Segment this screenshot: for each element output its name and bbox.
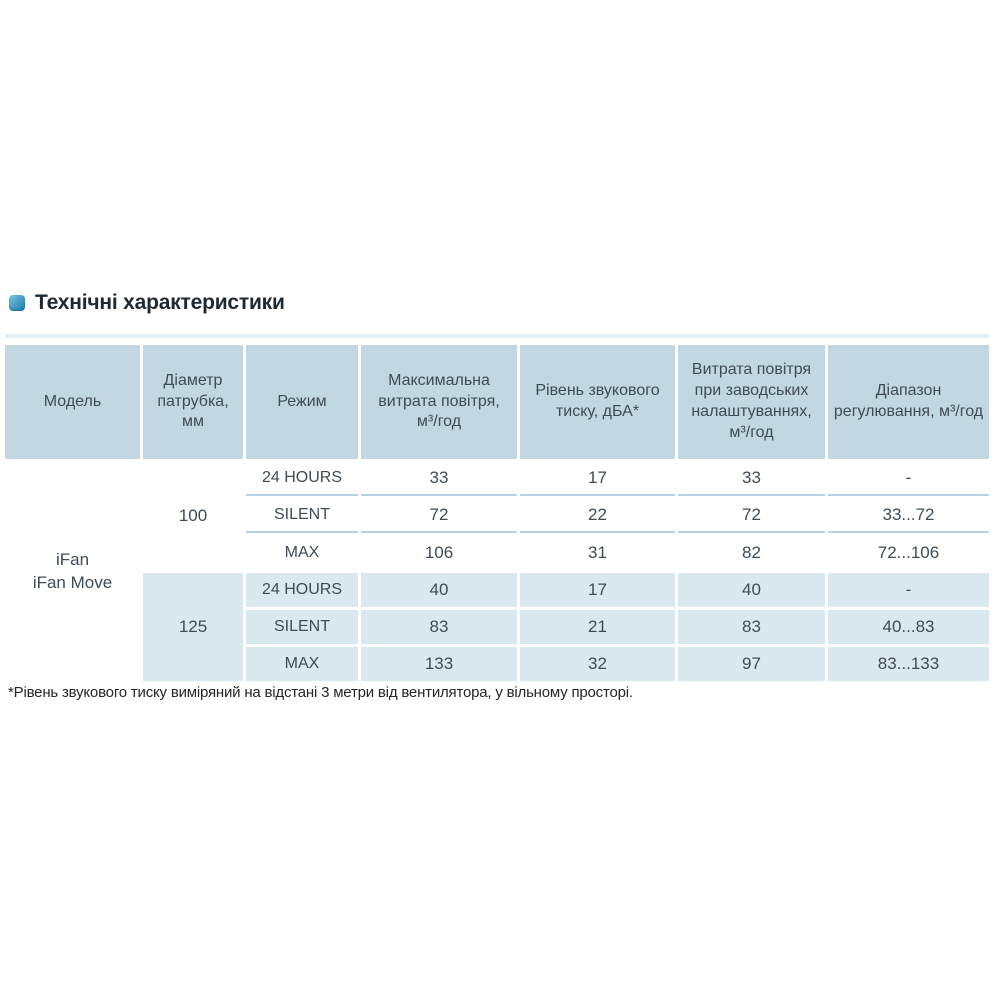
cell-max-airflow: 40 (361, 573, 517, 607)
header-cell-factory-airflow: Витрата повітря при заводських налаштува… (678, 345, 825, 459)
cell-max-airflow: 133 (361, 647, 517, 681)
cell-max-airflow: 72 (361, 499, 517, 533)
cell-factory-airflow: 82 (678, 536, 825, 570)
cell-mode: 24 HOURS (246, 462, 358, 496)
cell-mode: MAX (246, 536, 358, 570)
section-bullet-icon (9, 295, 25, 311)
section-heading-text: Технічні характеристики (35, 291, 285, 314)
header-cell-noise-level: Рівень звукового тиску, дБА* (520, 345, 675, 459)
header-cell-diameter: Діаметр патрубка, мм (143, 345, 243, 459)
cell-mode: SILENT (246, 610, 358, 644)
cell-regulation-range: 40...83 (828, 610, 989, 644)
cell-regulation-range: 72...106 (828, 536, 989, 570)
cell-regulation-range: 83...133 (828, 647, 989, 681)
cell-mode: 24 HOURS (246, 573, 358, 607)
cell-regulation-range: - (828, 573, 989, 607)
model-name-line2: iFan Move (32, 572, 113, 592)
table-top-border (5, 334, 989, 338)
cell-diameter-125: 125 (143, 573, 243, 681)
header-cell-mode: Режим (246, 345, 358, 459)
cell-model: iFan iFan Move (5, 462, 140, 681)
cell-regulation-range: 33...72 (828, 499, 989, 533)
header-cell-model: Модель (5, 345, 140, 459)
cell-noise-level: 31 (520, 536, 675, 570)
cell-regulation-range: - (828, 462, 989, 496)
cell-factory-airflow: 83 (678, 610, 825, 644)
cell-mode: MAX (246, 647, 358, 681)
cell-factory-airflow: 33 (678, 462, 825, 496)
cell-max-airflow: 106 (361, 536, 517, 570)
cell-noise-level: 17 (520, 573, 675, 607)
header-cell-regulation-range: Діапазон регулювання, м³/год (828, 345, 989, 459)
model-name-line1: iFan (55, 550, 90, 570)
section-heading: Технічні характеристики (9, 291, 285, 315)
cell-max-airflow: 33 (361, 462, 517, 496)
spec-table: Модель Діаметр патрубка, мм Режим Максим… (5, 345, 989, 681)
cell-diameter-100: 100 (143, 462, 243, 570)
cell-noise-level: 17 (520, 462, 675, 496)
cell-noise-level: 22 (520, 499, 675, 533)
header-cell-max-airflow: Максимальна витрата повітря, м³/год (361, 345, 517, 459)
cell-noise-level: 21 (520, 610, 675, 644)
cell-factory-airflow: 40 (678, 573, 825, 607)
footnote: *Рівень звукового тиску виміряний на від… (8, 684, 633, 701)
cell-max-airflow: 83 (361, 610, 517, 644)
cell-factory-airflow: 72 (678, 499, 825, 533)
cell-factory-airflow: 97 (678, 647, 825, 681)
cell-mode: SILENT (246, 499, 358, 533)
cell-noise-level: 32 (520, 647, 675, 681)
